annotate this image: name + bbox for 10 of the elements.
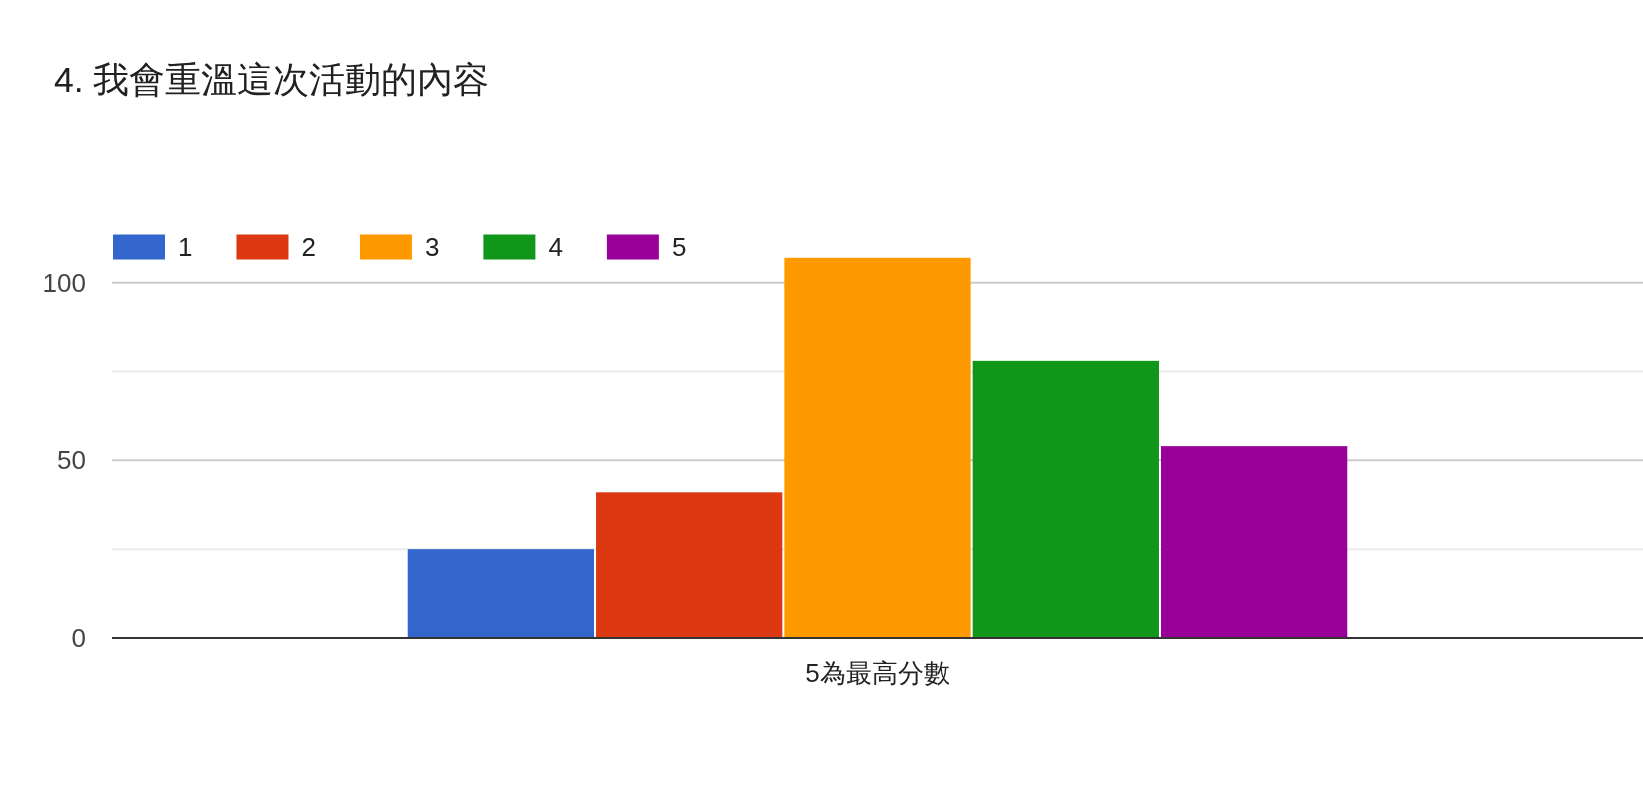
legend-label: 2	[301, 232, 316, 262]
legend-label: 5	[671, 232, 687, 262]
x-tick-label: 5為最高分數	[805, 658, 950, 688]
chart-title: 4. 我會重溫這次活動的內容	[54, 60, 490, 100]
y-tick-label: 50	[57, 445, 86, 476]
legend-label: 3	[424, 232, 440, 262]
y-tick-label: 100	[42, 267, 86, 298]
legend-label: 4	[548, 232, 563, 262]
legend-label: 1	[178, 232, 193, 262]
y-tick-label: 0	[71, 623, 86, 653]
